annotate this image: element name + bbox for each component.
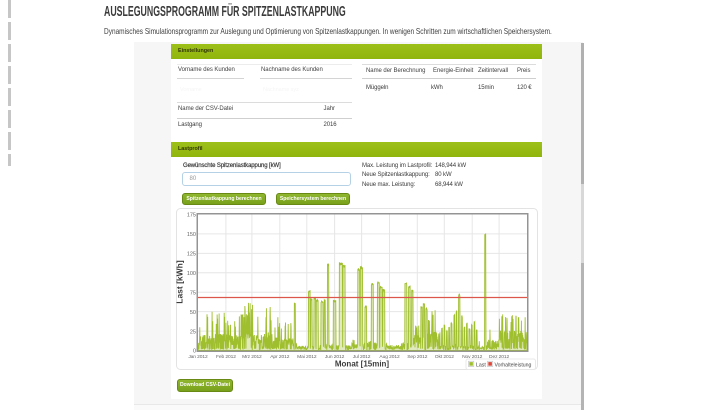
svg-text:175: 175: [187, 213, 196, 219]
svg-text:Jul 2012: Jul 2012: [353, 354, 371, 360]
svg-text:125: 125: [187, 252, 196, 258]
svg-text:25: 25: [190, 329, 196, 335]
svg-text:100: 100: [187, 271, 196, 277]
svg-text:Jan 2012: Jan 2012: [188, 354, 208, 360]
svg-text:Mrz 2012: Mrz 2012: [242, 354, 262, 360]
svg-text:50: 50: [190, 310, 196, 316]
svg-text:Last [kWh]: Last [kWh]: [175, 260, 185, 304]
svg-text:0: 0: [193, 349, 196, 355]
svg-text:Dez 2012: Dez 2012: [489, 354, 510, 360]
svg-text:Sep 2012: Sep 2012: [407, 354, 428, 360]
svg-text:Okt 2012: Okt 2012: [435, 354, 454, 360]
svg-text:Apr 2012: Apr 2012: [270, 354, 289, 360]
svg-text:Aug 2012: Aug 2012: [379, 354, 400, 360]
svg-text:Feb 2012: Feb 2012: [216, 354, 236, 360]
svg-text:Nov 2012: Nov 2012: [462, 354, 483, 360]
svg-text:Vorhalteleistung: Vorhalteleistung: [495, 362, 532, 368]
svg-text:Mai 2012: Mai 2012: [297, 354, 317, 360]
svg-text:150: 150: [187, 232, 196, 238]
svg-text:Monat [15min]: Monat [15min]: [335, 360, 390, 369]
svg-text:75: 75: [190, 290, 196, 296]
svg-text:Last: Last: [476, 362, 486, 368]
svg-text:Jun 2012: Jun 2012: [325, 354, 345, 360]
